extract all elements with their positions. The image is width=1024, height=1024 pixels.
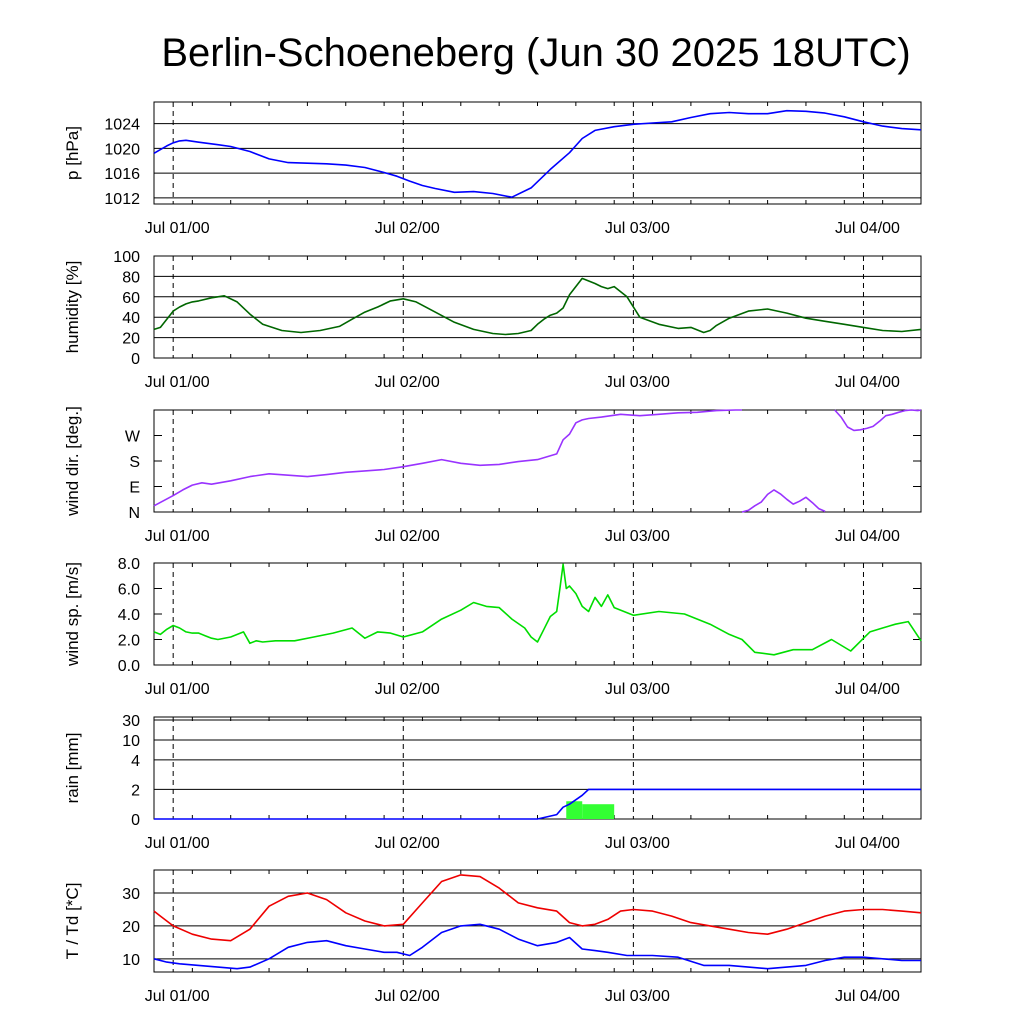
y-tick-label: 0.0 <box>118 658 140 675</box>
y-tick-label: 8.0 <box>118 556 140 573</box>
y-tick-label: 100 <box>113 249 140 266</box>
x-tick-label: Jul 03/00 <box>605 528 670 545</box>
y-tick-label: 80 <box>122 269 140 286</box>
x-tick-label: Jul 04/00 <box>835 528 900 545</box>
series-line-1 <box>153 874 922 942</box>
x-tick-label: Jul 02/00 <box>375 528 440 545</box>
x-tick-label: Jul 03/00 <box>605 988 670 1005</box>
x-tick-label: Jul 03/00 <box>605 835 670 852</box>
y-tick-label: 30 <box>122 886 140 903</box>
x-tick-label: Jul 03/00 <box>605 220 670 237</box>
y-tick-label: 2 <box>131 782 140 799</box>
y-axis-label: wind sp. [m/s] <box>63 562 82 667</box>
y-tick-label: 40 <box>122 310 140 327</box>
x-tick-label: Jul 04/00 <box>835 835 900 852</box>
y-tick-label: 0 <box>131 351 140 368</box>
x-tick-label: Jul 04/00 <box>835 220 900 237</box>
rain-bar <box>582 804 615 819</box>
x-tick-label: Jul 01/00 <box>145 220 210 237</box>
y-tick-label: 1012 <box>104 191 140 208</box>
series-line-1 <box>153 109 922 198</box>
panel-2: 0 20 40 60 80 100 Jul 01/00 Jul 02/00 Jul 03/00 J… <box>63 249 922 391</box>
y-tick-label: 60 <box>122 290 140 307</box>
y-axis-label: rain [mm] <box>63 733 82 804</box>
series-line-2 <box>153 923 921 970</box>
y-tick-label: 20 <box>122 331 140 348</box>
x-tick-label: Jul 04/00 <box>835 988 900 1005</box>
series-line-1 <box>153 409 742 507</box>
series-line-2 <box>741 489 826 513</box>
y-tick-label: 10 <box>122 952 140 969</box>
y-axis-label: wind dir. [deg.] <box>63 406 82 517</box>
y-tick-label: 20 <box>122 919 140 936</box>
series-line-1 <box>153 563 922 656</box>
y-axis-label: humidity [%] <box>63 261 82 354</box>
series-line-3 <box>834 409 922 432</box>
plot-frame <box>153 869 922 973</box>
panel-4: 0.0 2.0 4.0 6.0 8.0 Jul 01/00 Jul 02/00 Jul 03/… <box>63 556 922 698</box>
x-tick-label: Jul 01/00 <box>145 681 210 698</box>
series-line-1 <box>153 277 922 336</box>
y-tick-label: S <box>129 454 140 471</box>
x-tick-label: Jul 04/00 <box>835 374 900 391</box>
y-tick-label: 1016 <box>104 166 140 183</box>
plot-frame <box>153 255 922 359</box>
x-tick-label: Jul 01/00 <box>145 528 210 545</box>
y-tick-label: 1020 <box>104 141 140 158</box>
y-tick-label: E <box>129 480 140 497</box>
y-tick-label: 30 <box>122 713 140 730</box>
y-axis-label: p [hPa] <box>63 126 82 180</box>
y-tick-label: W <box>125 429 141 446</box>
y-tick-label: 4.0 <box>118 607 140 624</box>
y-tick-label: 0 <box>131 812 140 829</box>
x-tick-label: Jul 03/00 <box>605 374 670 391</box>
series-line-1 <box>154 788 921 820</box>
x-tick-label: Jul 01/00 <box>145 374 210 391</box>
y-tick-label: 4 <box>131 753 140 770</box>
x-tick-label: Jul 02/00 <box>375 220 440 237</box>
y-axis-label: T / Td [*C] <box>63 883 82 960</box>
y-tick-label: 6.0 <box>118 582 140 599</box>
x-tick-label: Jul 02/00 <box>375 835 440 852</box>
x-tick-label: Jul 02/00 <box>375 374 440 391</box>
chart-title: Berlin-Schoeneberg (Jun 30 2025 18UTC) <box>161 31 910 75</box>
x-tick-label: Jul 03/00 <box>605 681 670 698</box>
panel-5: 0 2 4 10 30 Jul 01/00 Jul 02/00 Jul 03/00 Jul 04… <box>63 713 922 852</box>
y-tick-label: 2.0 <box>118 633 140 650</box>
x-tick-label: Jul 02/00 <box>375 988 440 1005</box>
rain-bar <box>566 801 583 819</box>
y-tick-label: N <box>128 505 140 522</box>
x-tick-label: Jul 02/00 <box>375 681 440 698</box>
y-tick-label: 10 <box>122 733 140 750</box>
y-tick-label: 1024 <box>104 117 140 134</box>
x-tick-label: Jul 01/00 <box>145 835 210 852</box>
panel-1: 1012 1016 1020 1024 Jul 01/00 Jul 02/00 Jul 03… <box>63 101 922 237</box>
x-tick-label: Jul 04/00 <box>835 681 900 698</box>
panel-6: 10 20 30 Jul 01/00 Jul 02/00 Jul 03/00 Jul 04/… <box>63 869 922 1005</box>
x-tick-label: Jul 01/00 <box>145 988 210 1005</box>
plot-frame <box>153 716 922 820</box>
plot-frame <box>153 101 922 205</box>
